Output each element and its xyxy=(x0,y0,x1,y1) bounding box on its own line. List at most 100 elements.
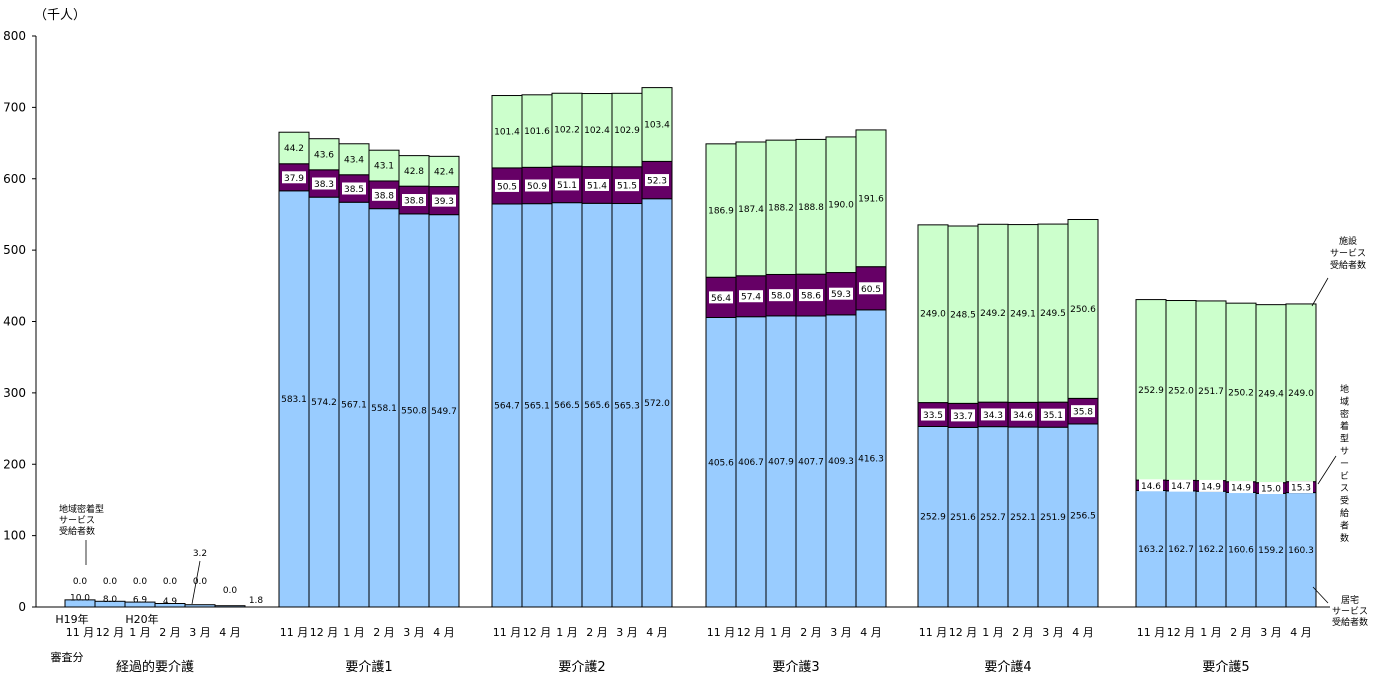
x-tick-label: 1 月 xyxy=(770,626,792,639)
bar-home-service xyxy=(214,605,246,608)
label-community-service: 51.1 xyxy=(557,181,577,191)
label-facility-service: 101.6 xyxy=(524,127,550,137)
x-tick-label: 1 月 xyxy=(129,626,151,639)
label-home-service: 407.9 xyxy=(768,457,794,467)
bar-home-service xyxy=(368,208,400,608)
label-home-service: 565.1 xyxy=(524,401,550,411)
annotation-community-right-char: 密 xyxy=(1340,408,1349,420)
annotation-community-right-char: ス xyxy=(1340,484,1349,494)
label-box xyxy=(1259,482,1283,495)
x-tick-label: 3 月 xyxy=(830,626,852,639)
label-community-service: 14.9 xyxy=(1231,484,1251,494)
label-facility-service: 249.0 xyxy=(920,310,946,320)
y-tick-label: 0 xyxy=(18,600,26,614)
label-community-service: 57.4 xyxy=(741,293,761,303)
group-label: 要介護1 xyxy=(345,659,392,675)
label-box xyxy=(615,179,639,192)
x-tick-label: 11 月 xyxy=(493,626,522,639)
label-facility-service: 44.2 xyxy=(284,144,304,154)
label-facility-service: 102.2 xyxy=(554,126,580,136)
label-facility-service: 249.1 xyxy=(1010,309,1036,319)
label-community-service: 34.3 xyxy=(983,411,1003,421)
bar-facility-service xyxy=(795,138,827,275)
bar-facility-service xyxy=(977,223,1009,403)
label-facility-service: 187.4 xyxy=(738,205,764,215)
bar-facility-service xyxy=(611,92,643,168)
x-tick-label: 1 月 xyxy=(343,626,365,639)
label-box xyxy=(1289,481,1313,494)
label-home-service: 163.2 xyxy=(1138,545,1164,555)
label-facility-service: 43.4 xyxy=(344,155,364,165)
bar-facility-service xyxy=(1195,300,1227,482)
bar-home-service xyxy=(491,203,523,608)
x-tick-label: 12 月 xyxy=(96,626,125,639)
label-facility-service: 191.6 xyxy=(858,194,884,204)
label-home-service: 583.1 xyxy=(281,395,307,405)
x-tick-label: 12 月 xyxy=(523,626,552,639)
label-box xyxy=(432,194,456,207)
label-community-service: 51.4 xyxy=(587,181,607,191)
label-home-service: 572.0 xyxy=(644,399,670,409)
x-tick-label: 11 月 xyxy=(707,626,736,639)
year-label: H20年 xyxy=(125,612,158,626)
annotation-community-right-char: 地 xyxy=(1340,383,1349,395)
label-box xyxy=(555,178,579,191)
bar-facility-service xyxy=(641,87,673,162)
label-box xyxy=(402,194,426,207)
label-facility-service: 190.0 xyxy=(828,201,854,211)
annotation-community-right-char: 給 xyxy=(1340,507,1349,519)
bar-home-service xyxy=(795,315,827,608)
label-facility-service: 250.2 xyxy=(1228,388,1254,398)
bar-facility-service xyxy=(765,139,797,275)
x-tick-label: 3 月 xyxy=(616,626,638,639)
label-community-service: 0.0 xyxy=(193,577,208,587)
bar-home-service xyxy=(1285,492,1317,608)
label-community-service: 0.0 xyxy=(223,586,238,596)
label-box xyxy=(1041,408,1065,421)
annotation-community-left: 受給者数 xyxy=(59,525,95,537)
label-home-service: 10.0 xyxy=(70,593,90,603)
x-tick-label: 2 月 xyxy=(159,626,181,639)
label-facility-service: 248.5 xyxy=(950,311,976,321)
x-tick-label: 1 月 xyxy=(1200,626,1222,639)
annotation-home-right: サービス xyxy=(1332,606,1368,617)
bar-facility-service xyxy=(308,138,340,171)
label-community-service: 14.6 xyxy=(1141,482,1161,492)
label-community-service: 15.0 xyxy=(1261,485,1281,495)
annotations: 地域密着型サービス受給者数施設サービス受給者数地域密着型サービス受給者数居宅サー… xyxy=(59,235,1368,628)
label-community-service: 0.0 xyxy=(73,577,88,587)
label-box xyxy=(645,174,669,187)
x-tick-label: 4 月 xyxy=(219,626,241,639)
y-tick-label: 300 xyxy=(3,386,26,400)
x-tick-label: 1 月 xyxy=(556,626,578,639)
x-tick-label: 11 月 xyxy=(66,626,95,639)
bar-facility-service xyxy=(825,136,857,274)
label-community-service: 0.0 xyxy=(133,577,148,587)
label-home-service: 566.5 xyxy=(554,401,580,411)
label-community-service: 14.9 xyxy=(1201,482,1221,492)
label-home-service: 550.8 xyxy=(401,406,427,416)
bar-home-service xyxy=(1067,423,1099,608)
leader-line xyxy=(1312,586,1329,604)
label-home-service: 558.1 xyxy=(371,404,397,414)
label-box xyxy=(372,188,396,201)
group-label: 要介護5 xyxy=(1202,659,1249,675)
year-label: H19年 xyxy=(55,612,88,626)
x-tick-label: 2 月 xyxy=(1230,626,1252,639)
label-home-service: 251.9 xyxy=(1040,513,1066,523)
bar-home-service xyxy=(1225,491,1257,608)
x-tick-label: 4 月 xyxy=(646,626,668,639)
label-facility-service: 43.1 xyxy=(374,162,394,172)
label-home-service: 162.2 xyxy=(1198,545,1224,555)
label-home-service: 405.6 xyxy=(708,458,734,468)
label-box xyxy=(1071,405,1095,418)
label-facility-service: 101.4 xyxy=(494,128,520,138)
x-tick-label: 3 月 xyxy=(1042,626,1064,639)
bar-home-service xyxy=(825,314,857,608)
label-community-service: 33.5 xyxy=(923,411,943,421)
label-community-service: 58.6 xyxy=(801,292,821,302)
bar-home-service xyxy=(308,196,340,608)
y-tick-label: 700 xyxy=(3,100,26,114)
bar-home-service xyxy=(184,604,216,608)
label-box xyxy=(282,171,306,184)
